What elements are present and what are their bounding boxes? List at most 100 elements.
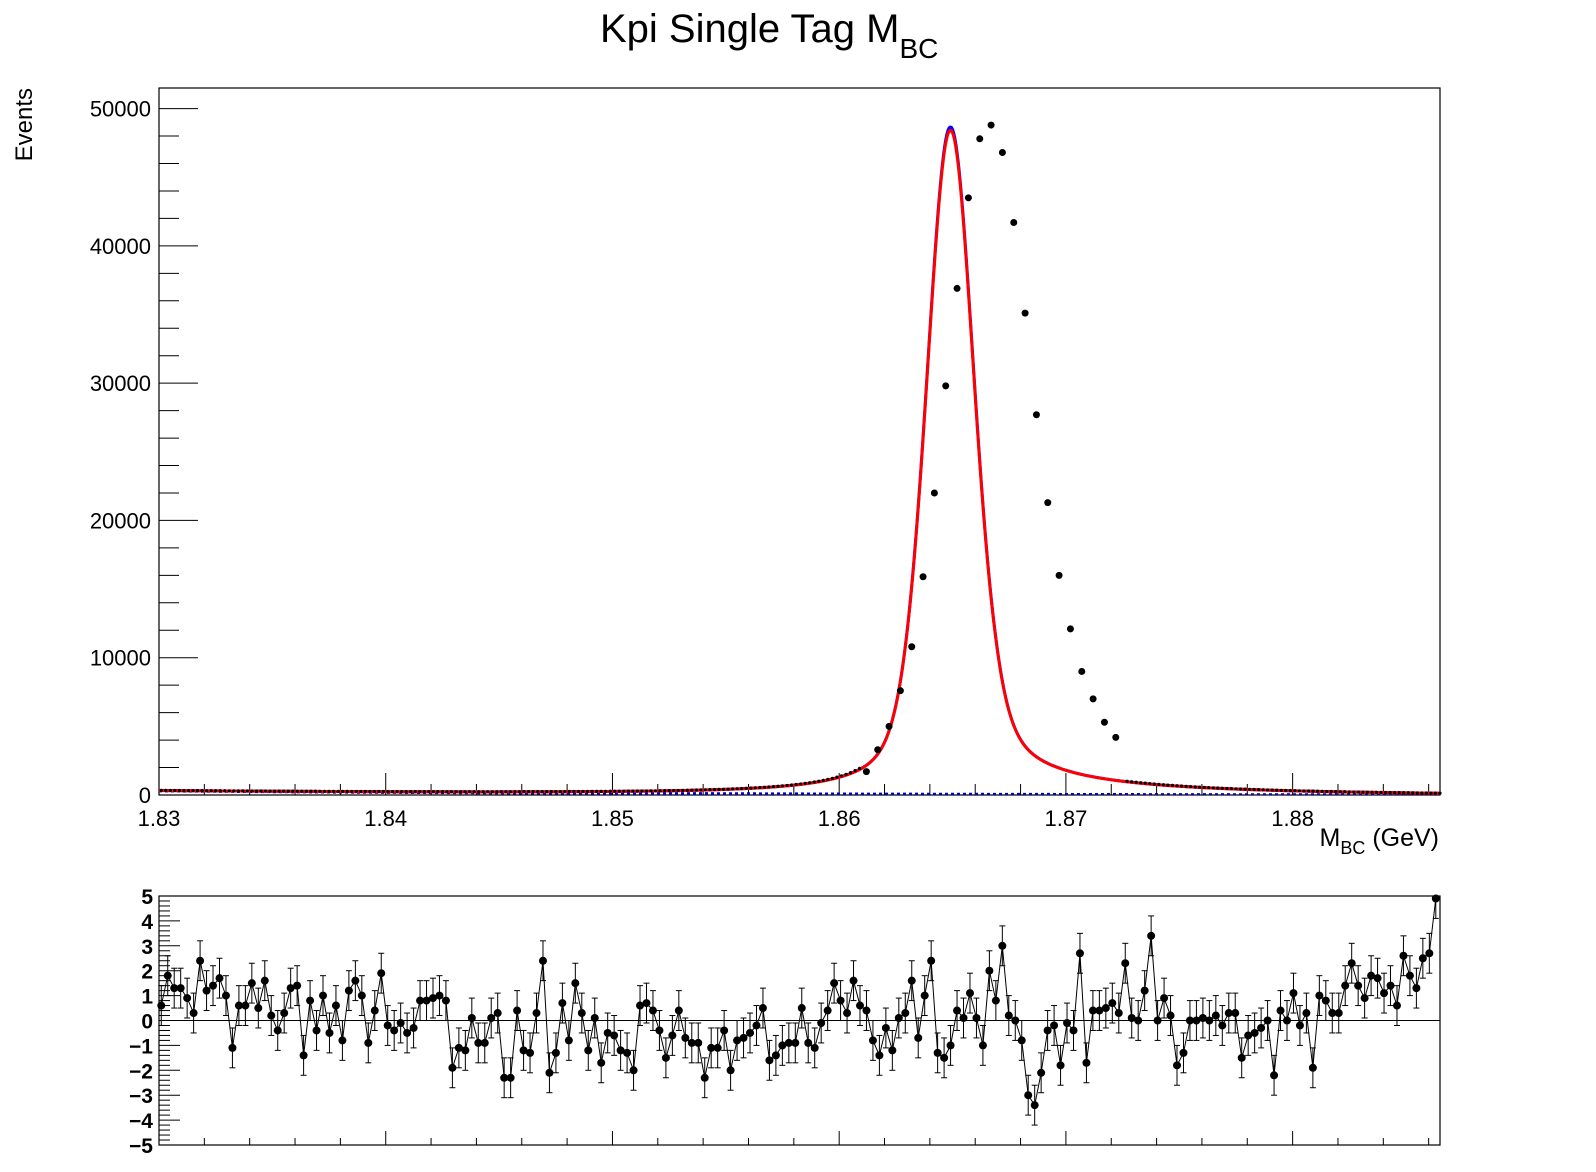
main-plot-frame xyxy=(158,87,1441,796)
residual-point xyxy=(474,1038,483,1047)
data-point xyxy=(1388,790,1392,795)
residual-point xyxy=(370,1006,379,1015)
residual-point xyxy=(1405,971,1414,980)
x-tick-label: 1.86 xyxy=(818,806,861,831)
data-point xyxy=(1152,782,1156,786)
data-point xyxy=(1202,785,1206,789)
data-point xyxy=(404,789,408,794)
x-axis-label: MBC (GeV) xyxy=(1320,824,1439,858)
residual-point xyxy=(855,1001,864,1010)
residual-point xyxy=(1140,986,1149,995)
data-point xyxy=(767,785,771,789)
residual-point xyxy=(506,1073,515,1082)
data-point xyxy=(1207,785,1211,790)
data-point xyxy=(1275,788,1279,792)
data-point xyxy=(341,789,345,793)
residual-point xyxy=(687,1038,696,1047)
data-point xyxy=(608,789,612,793)
data-point xyxy=(223,789,227,793)
data-point xyxy=(540,790,544,794)
data-point xyxy=(1021,309,1029,317)
data-point xyxy=(640,789,644,793)
residual-point xyxy=(1134,1016,1143,1025)
data-point xyxy=(799,782,803,786)
residual-point xyxy=(1192,1016,1201,1025)
data-point xyxy=(908,643,916,651)
data-point xyxy=(517,790,522,794)
data-point xyxy=(472,790,476,794)
residual-point xyxy=(1082,1058,1091,1067)
data-point xyxy=(1134,780,1138,784)
data-point xyxy=(1170,783,1175,787)
residual-point xyxy=(965,989,974,998)
residual-point xyxy=(1328,1009,1337,1018)
chart-title-main: Kpi Single Tag M xyxy=(600,7,899,51)
data-point xyxy=(1143,781,1147,785)
data-point xyxy=(649,789,653,793)
residual-point xyxy=(487,1014,496,1023)
total-fit-curve xyxy=(159,128,1440,795)
data-point xyxy=(735,787,739,791)
data-point xyxy=(390,789,395,794)
data-point xyxy=(1055,571,1063,579)
data-point xyxy=(191,788,195,793)
data-point xyxy=(481,790,485,794)
data-point xyxy=(1175,784,1179,788)
data-point xyxy=(885,722,893,730)
data-point xyxy=(987,121,995,129)
residual-point xyxy=(1101,1004,1110,1013)
data-point xyxy=(826,777,830,781)
main-data-points xyxy=(159,121,1442,795)
data-point xyxy=(449,790,454,794)
data-point xyxy=(717,787,721,791)
residual-point xyxy=(1263,1016,1272,1025)
residual-point xyxy=(461,1046,470,1055)
residual-point xyxy=(312,1026,321,1035)
residual-point xyxy=(946,1041,955,1050)
data-point xyxy=(445,790,449,794)
data-point xyxy=(236,789,240,793)
data-point xyxy=(844,772,848,776)
residual-point xyxy=(209,981,218,990)
residual-point xyxy=(1224,1009,1233,1018)
data-point xyxy=(1374,790,1379,794)
data-point xyxy=(1220,786,1224,790)
y-axis-label: Events xyxy=(11,88,38,161)
residual-point xyxy=(1308,1063,1317,1072)
residual-point xyxy=(713,1043,722,1052)
residual-point xyxy=(1270,1071,1279,1080)
residual-point xyxy=(1004,1011,1013,1020)
residual-point xyxy=(383,1021,392,1030)
data-point xyxy=(359,789,363,794)
data-point xyxy=(1078,667,1086,675)
data-point xyxy=(1365,790,1370,794)
residual-point xyxy=(319,991,328,1000)
residual-point xyxy=(1367,971,1376,980)
residual-point xyxy=(1011,1016,1020,1025)
residual-point xyxy=(422,996,431,1005)
data-point xyxy=(1397,791,1401,795)
residual-point xyxy=(1321,996,1330,1005)
data-point xyxy=(1229,787,1234,791)
res-y-tick-label: 3 xyxy=(141,936,153,959)
data-point xyxy=(245,789,250,793)
y-tick-label: 30000 xyxy=(90,371,151,396)
data-point xyxy=(699,788,703,792)
data-point xyxy=(227,789,231,793)
residual-point xyxy=(299,1051,308,1060)
y-tick-label: 20000 xyxy=(90,508,151,533)
residual-point xyxy=(286,984,295,993)
data-point xyxy=(1338,790,1342,794)
residual-point xyxy=(247,979,256,988)
residual-point xyxy=(1295,1021,1304,1030)
residual-point xyxy=(978,1041,987,1050)
data-point xyxy=(254,789,259,793)
data-point xyxy=(1334,790,1338,794)
data-point xyxy=(372,789,376,794)
residual-point xyxy=(674,1006,683,1015)
data-point xyxy=(1225,786,1229,791)
residual-point xyxy=(1198,1014,1207,1023)
data-point xyxy=(1433,791,1438,795)
residual-point xyxy=(616,1046,625,1055)
residual-point xyxy=(513,1006,522,1015)
